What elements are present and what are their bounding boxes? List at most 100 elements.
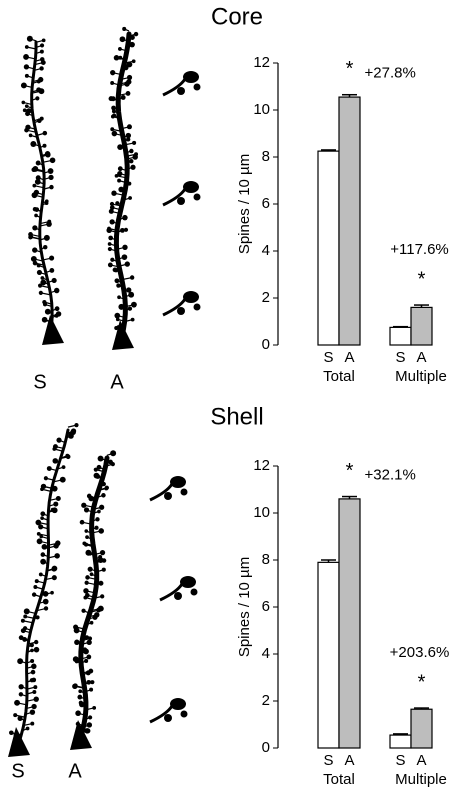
spine-head: [111, 109, 116, 114]
spine-head: [32, 166, 39, 172]
spine-head: [29, 642, 34, 648]
dendrite-drawing: [106, 26, 139, 350]
significance-mark: *: [418, 268, 426, 290]
spine-head: [100, 594, 105, 599]
spine-head: [9, 730, 14, 736]
spine-head: [49, 255, 55, 261]
spine-head: [43, 234, 50, 241]
y-tick-label: 4: [262, 242, 270, 259]
spine-head: [33, 585, 38, 589]
spine-head: [83, 648, 89, 655]
y-tick-label: 0: [262, 336, 270, 353]
spine-head: [110, 81, 115, 85]
spine-head: [34, 213, 38, 218]
spine-head: [81, 502, 87, 508]
spine-head: [98, 554, 103, 560]
spine-head: [84, 529, 89, 533]
significance-mark: *: [418, 671, 426, 693]
spine-head: [22, 626, 28, 631]
spine-head: [86, 639, 92, 646]
spine-head: [122, 244, 128, 250]
spine-head: [129, 41, 135, 48]
spine-head: [17, 715, 23, 722]
spine-head: [193, 303, 201, 311]
spine-head: [93, 472, 100, 479]
spine-head: [111, 105, 116, 111]
spine-head: [86, 679, 92, 685]
spine-head: [85, 575, 90, 580]
spine-head: [109, 205, 115, 210]
drawing-label: S: [33, 371, 46, 393]
series-label: A: [416, 752, 426, 769]
spine-head: [114, 278, 120, 284]
spine-head: [39, 66, 44, 71]
drawing-label: S: [11, 760, 24, 782]
spine-head: [84, 580, 89, 585]
spine-head: [110, 127, 115, 132]
spine-head: [31, 703, 37, 710]
spine-head: [110, 450, 117, 457]
spine-head: [180, 710, 188, 718]
spine-head: [35, 96, 40, 101]
spine-head: [39, 116, 44, 121]
spine-head: [183, 291, 199, 303]
spine-head: [115, 317, 120, 322]
series-label: A: [344, 349, 354, 366]
spine-head: [170, 698, 186, 710]
spine-head: [74, 423, 79, 428]
spine-head: [124, 261, 130, 267]
spine-head: [108, 459, 113, 465]
spine-head: [183, 71, 199, 83]
spine-head: [20, 82, 27, 89]
spine-head: [117, 295, 121, 300]
spine-head: [70, 428, 77, 434]
dendrite-shaft: [14, 428, 70, 754]
spine-head: [38, 76, 44, 83]
spine-head: [164, 714, 172, 722]
spine-head: [125, 91, 131, 96]
spine-head: [72, 656, 79, 663]
spine-head: [120, 95, 126, 100]
spine-head: [40, 558, 47, 565]
spine-head: [126, 124, 132, 130]
y-tick-label: 2: [262, 692, 270, 709]
spine-head: [129, 159, 134, 164]
spine-head: [42, 598, 49, 605]
spine-head: [108, 208, 114, 214]
spine-stem: [149, 705, 174, 724]
spine-head: [54, 313, 59, 318]
spine-head: [42, 130, 48, 136]
y-tick-label: 10: [253, 101, 270, 118]
spine-head: [190, 588, 198, 596]
spine-head: [13, 713, 18, 718]
spine-head: [24, 73, 29, 78]
spine-head: [109, 201, 115, 207]
spine-head: [84, 658, 89, 663]
spine-head: [113, 55, 120, 61]
spine-head: [49, 184, 54, 190]
dendrite-base: [70, 720, 92, 750]
spine-head: [22, 637, 27, 642]
spine-head: [110, 70, 116, 76]
x-category-label: Total: [323, 771, 355, 788]
spine-head: [39, 49, 44, 54]
spine-head: [72, 683, 78, 690]
y-tick-label: 4: [262, 645, 270, 662]
spine-drawing: [149, 698, 188, 724]
spine-head: [41, 316, 48, 323]
spine-head: [29, 678, 35, 683]
x-category-label: Multiple: [395, 368, 447, 385]
spine-head: [25, 726, 30, 731]
series-label: A: [416, 349, 426, 366]
x-category-label: Multiple: [395, 771, 447, 788]
spine-head: [183, 181, 199, 193]
chart-title: Shell: [210, 403, 263, 430]
spine-head: [32, 689, 37, 694]
bar: [317, 150, 340, 346]
spine-head: [23, 608, 30, 615]
dendrite-base: [8, 727, 30, 757]
spine-head: [84, 728, 90, 734]
spine-head: [118, 303, 125, 310]
change-label: +203.6%: [390, 644, 450, 661]
spine-head: [101, 481, 106, 487]
